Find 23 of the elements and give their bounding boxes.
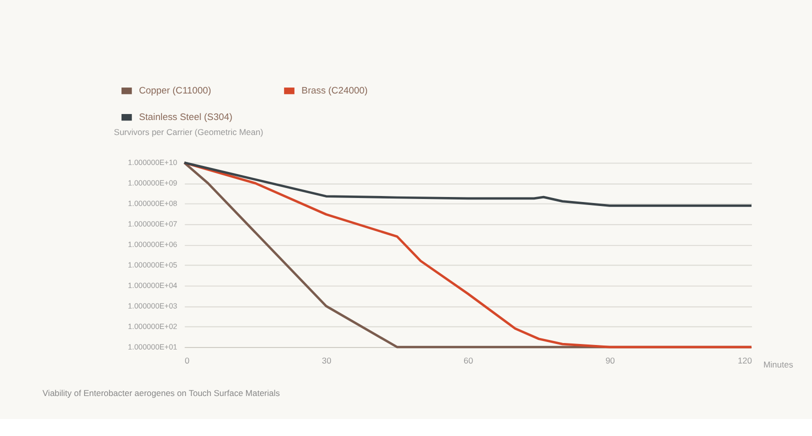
y-tick-label: 1.000000E+10 — [128, 158, 178, 168]
text: Viability of Enterobacter aerogenes on Touch Surface Materials — [42, 388, 280, 398]
x-tick-label: 90 — [605, 356, 616, 366]
x-axis-title: Minutes — [763, 359, 794, 370]
y-tick-label: 1.000000E+04 — [128, 280, 178, 290]
line-series — [183, 162, 753, 207]
x-tick-label: 120 — [738, 356, 752, 366]
y-tick-label: 1.000000E+01 — [128, 342, 178, 352]
legend-label: Stainless Steel (S304) — [138, 112, 232, 124]
legend-label: Brass (C24000) — [302, 86, 368, 97]
y-tick-label: 1.000000E+07 — [128, 220, 178, 229]
y-tick-label: 1.000000E+05 — [128, 260, 178, 270]
y-tick-label: 1.000000E+06 — [128, 240, 178, 249]
x-tick-label: 0 — [184, 356, 190, 366]
x-tick-label: 30 — [322, 356, 332, 366]
line-series — [183, 162, 753, 348]
y-tick-label: 1.000000E+09 — [128, 178, 178, 188]
y-tick-label: 1.000000E+02 — [128, 322, 178, 331]
y-tick-label: 1.000000E+08 — [128, 199, 178, 208]
x-tick-label: 60 — [464, 356, 474, 366]
y-tick-label: 1.000000E+03 — [128, 301, 178, 310]
legend-label: Copper (C11000) — [138, 86, 212, 97]
y-axis-title: Survivors per Carrier (Geometric Mean) — [114, 126, 264, 137]
